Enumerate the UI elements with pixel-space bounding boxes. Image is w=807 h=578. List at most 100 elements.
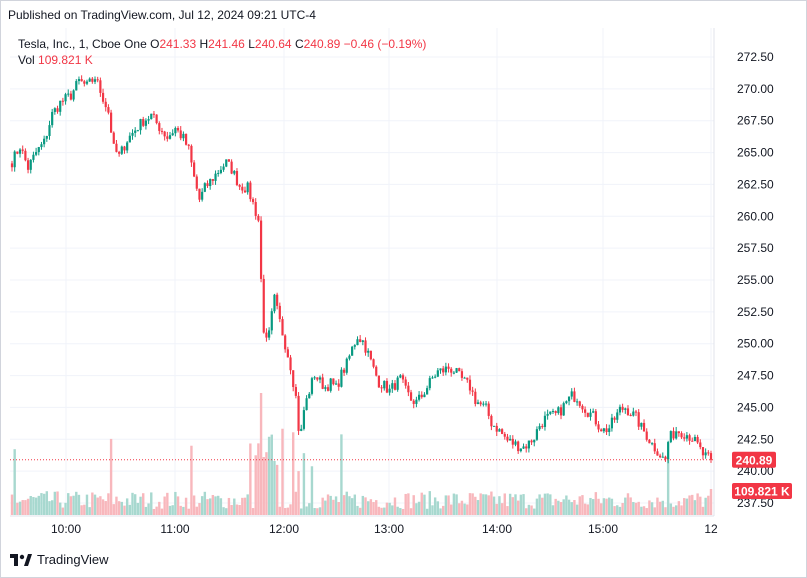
volume-bar bbox=[350, 498, 354, 515]
candle-body bbox=[85, 81, 89, 84]
candle-body bbox=[629, 415, 632, 417]
volume-bar bbox=[565, 495, 568, 515]
candle-body bbox=[434, 376, 437, 378]
candle-body bbox=[201, 191, 204, 200]
volume-bar bbox=[168, 505, 172, 515]
volume-bar bbox=[653, 507, 656, 515]
y-tick-label: 237.50 bbox=[737, 496, 774, 510]
volume-bar bbox=[286, 507, 290, 515]
volume-bar bbox=[570, 502, 573, 515]
volume-bar bbox=[479, 493, 482, 515]
x-tick-label: 10:00 bbox=[51, 522, 81, 536]
candle-body bbox=[268, 330, 271, 338]
candle-body bbox=[541, 426, 544, 428]
volume-bar bbox=[176, 496, 180, 515]
candle-body bbox=[241, 186, 244, 191]
candle-body bbox=[324, 387, 327, 389]
symbol-name: Tesla, Inc., 1, Cboe One bbox=[18, 37, 147, 51]
volume-bar bbox=[361, 495, 365, 515]
tradingview-brand[interactable]: TradingView bbox=[10, 552, 109, 567]
legend: Tesla, Inc., 1, Cboe One O241.33 H241.46… bbox=[18, 36, 426, 68]
volume-bar bbox=[597, 498, 600, 515]
candle-body bbox=[292, 370, 295, 388]
candle-body bbox=[650, 443, 654, 445]
volume-bar bbox=[407, 493, 410, 515]
last-price-label: 240.89 bbox=[736, 453, 773, 467]
candle-body bbox=[364, 340, 367, 353]
volume-bar bbox=[211, 495, 215, 515]
candle-body bbox=[415, 399, 418, 404]
y-tick-label: 242.50 bbox=[737, 432, 774, 446]
candle-body bbox=[460, 371, 464, 378]
candle-body bbox=[150, 113, 153, 120]
volume-bar bbox=[441, 505, 445, 515]
volume-bar bbox=[519, 494, 523, 515]
candle-body bbox=[586, 412, 589, 417]
volume-bar bbox=[131, 492, 134, 515]
volume-bar bbox=[648, 500, 651, 515]
volume-bar bbox=[109, 438, 113, 515]
candle-body bbox=[570, 391, 573, 397]
volume-bar bbox=[206, 499, 209, 515]
candle-body bbox=[99, 80, 102, 93]
candle-body bbox=[656, 451, 659, 456]
candle-body bbox=[436, 370, 439, 377]
candle-body bbox=[176, 127, 180, 131]
volume-bar bbox=[538, 494, 541, 515]
volume-bar bbox=[85, 494, 89, 515]
open-value: 241.33 bbox=[159, 37, 197, 51]
candle-body bbox=[452, 372, 455, 374]
candle-body bbox=[16, 151, 19, 154]
candle-body bbox=[112, 132, 115, 144]
candle-series bbox=[10, 75, 713, 464]
candle-body bbox=[543, 415, 547, 427]
volume-bar bbox=[342, 495, 346, 515]
volume-line: Vol 109.821 K bbox=[18, 52, 426, 68]
candle-body bbox=[476, 402, 480, 404]
volume-bar bbox=[632, 501, 635, 515]
y-tick-label: 272.50 bbox=[737, 50, 774, 64]
candle-body bbox=[535, 429, 539, 440]
candle-body bbox=[509, 438, 512, 441]
volume-bar bbox=[238, 504, 241, 515]
candle-body bbox=[709, 453, 713, 460]
volume-bar bbox=[589, 497, 592, 515]
volume-bar bbox=[372, 502, 375, 515]
volume-bar bbox=[543, 493, 547, 515]
volume-bar bbox=[42, 493, 46, 515]
volume-bar bbox=[174, 491, 177, 515]
volume-bar bbox=[61, 507, 65, 515]
candle-body bbox=[297, 395, 300, 431]
volume-bar bbox=[305, 506, 308, 515]
volume-bar bbox=[150, 492, 153, 515]
volume-bar bbox=[431, 505, 434, 515]
volume-bar bbox=[415, 503, 418, 515]
candle-body bbox=[557, 407, 560, 413]
brand-name: TradingView bbox=[37, 552, 109, 567]
volume-bar bbox=[182, 506, 185, 515]
volume-bar bbox=[32, 497, 35, 515]
volume-bar bbox=[450, 504, 453, 515]
candle-body bbox=[13, 151, 16, 168]
volume-bar bbox=[152, 508, 156, 515]
volume-bar bbox=[160, 508, 164, 515]
candle-body bbox=[294, 387, 297, 396]
volume-bar bbox=[139, 496, 142, 515]
volume-bar bbox=[605, 498, 608, 515]
candle-body bbox=[302, 410, 306, 429]
volume-bar bbox=[230, 504, 233, 515]
candle-body bbox=[348, 355, 351, 359]
volume-bar bbox=[420, 492, 423, 515]
candle-body bbox=[10, 163, 14, 168]
volume-bar bbox=[144, 506, 148, 515]
candle-body bbox=[624, 408, 627, 410]
candle-body bbox=[594, 411, 597, 425]
candle-body bbox=[75, 81, 78, 91]
volume-bar bbox=[508, 493, 512, 515]
candle-body bbox=[109, 112, 113, 133]
candle-body bbox=[525, 446, 528, 449]
volume-bar bbox=[658, 501, 662, 515]
volume-bar bbox=[270, 434, 273, 515]
volume-bar bbox=[460, 500, 464, 515]
